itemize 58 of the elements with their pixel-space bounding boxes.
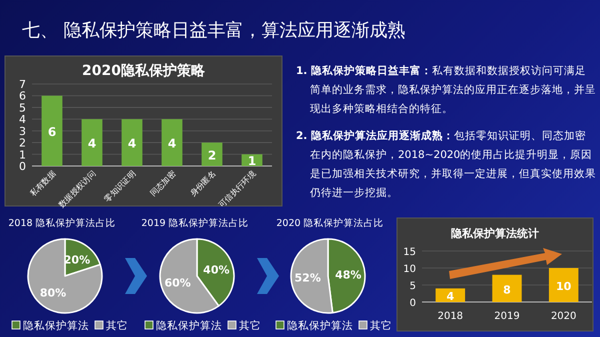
data-label: 1 — [248, 154, 256, 168]
bar — [436, 288, 466, 302]
legend-label: 隐私保护算法 — [156, 319, 222, 332]
x-tick-label: 私有数据 — [28, 169, 58, 198]
y-tick-label: 15 — [403, 247, 416, 258]
y-tick-label: 4 — [19, 113, 26, 126]
y-tick-label: 10 — [403, 264, 416, 275]
bar — [492, 274, 522, 302]
data-label: 10 — [556, 280, 572, 293]
bar — [162, 119, 182, 166]
legend-label: 其它 — [239, 319, 261, 332]
bar — [202, 142, 222, 166]
x-tick-label: 2019 — [494, 311, 520, 322]
legend-label: 其它 — [106, 319, 128, 332]
legend-label: 隐私保护算法 — [287, 319, 353, 332]
x-tick-label: 可信执行环境 — [217, 169, 258, 210]
x-tick-label: 零知识证明 — [102, 169, 138, 204]
data-label: 52% — [294, 271, 321, 284]
data-label: 4 — [88, 136, 96, 151]
data-label: 8 — [503, 283, 511, 296]
y-tick-label: 0 — [19, 160, 26, 173]
chart-title: 2018 隐私保护算法占比 — [8, 217, 116, 229]
y-tick-label: 0 — [410, 298, 416, 309]
text: 2. 隐私保护算法应用逐渐成熟：包括零知识证明、同态加密在内的隐私保护，2018~2020的使用占比提升明显，原因是已加强相关技术研究，并取得一定进展，但真实使用效果仍待进一步挖掘。 — [296, 129, 596, 201]
y-tick-label: 6 — [19, 90, 26, 103]
bar — [42, 96, 62, 166]
text: 1. 隐私保护策略日益丰富：私有数据和数据授权访问可满足简单的业务需求，隐私保护算法的应用正在逐步落地，并呈现出多种策略相结合的特征。 — [296, 64, 596, 117]
pie-slice — [27, 238, 103, 314]
data-label: 4 — [446, 290, 455, 304]
x-tick-label: 数据授权访问 — [57, 169, 98, 210]
data-label: 48% — [335, 268, 362, 282]
y-tick-label: 5 — [410, 281, 416, 292]
data-label: 40% — [203, 264, 230, 277]
y-tick-label: 1 — [19, 148, 26, 162]
x-tick-label: 2018 — [438, 311, 464, 322]
x-tick-label: 同态加密 — [148, 169, 178, 198]
data-label: 2 — [208, 148, 216, 162]
text: 七、 隐私保护策略日益丰富，算法应用逐渐成熟 — [22, 19, 406, 42]
data-label: 60% — [164, 276, 191, 290]
bar — [548, 268, 578, 302]
chart-title: 隐私保护算法统计 — [451, 227, 539, 240]
legend-label: 隐私保护算法 — [23, 319, 89, 332]
y-tick-label: 3 — [19, 124, 26, 138]
y-tick-label: 5 — [19, 101, 26, 114]
chart-title: 2020 隐私保护算法占比 — [276, 217, 384, 229]
data-label: 80% — [40, 286, 66, 300]
data-label: 6 — [48, 124, 56, 139]
bar — [122, 119, 142, 166]
chart-title: 2020隐私保护策略 — [82, 62, 206, 79]
chart-title: 2019 隐私保护算法占比 — [141, 217, 249, 229]
legend-label: 其它 — [370, 319, 392, 332]
data-label: 4 — [168, 136, 176, 151]
y-tick-label: 7 — [19, 78, 26, 91]
x-tick-label: 身份匿名 — [188, 169, 218, 198]
x-tick-label: 2020 — [550, 311, 576, 322]
y-tick-label: 2 — [19, 136, 26, 150]
data-label: 4 — [128, 136, 136, 151]
bar — [82, 119, 102, 166]
